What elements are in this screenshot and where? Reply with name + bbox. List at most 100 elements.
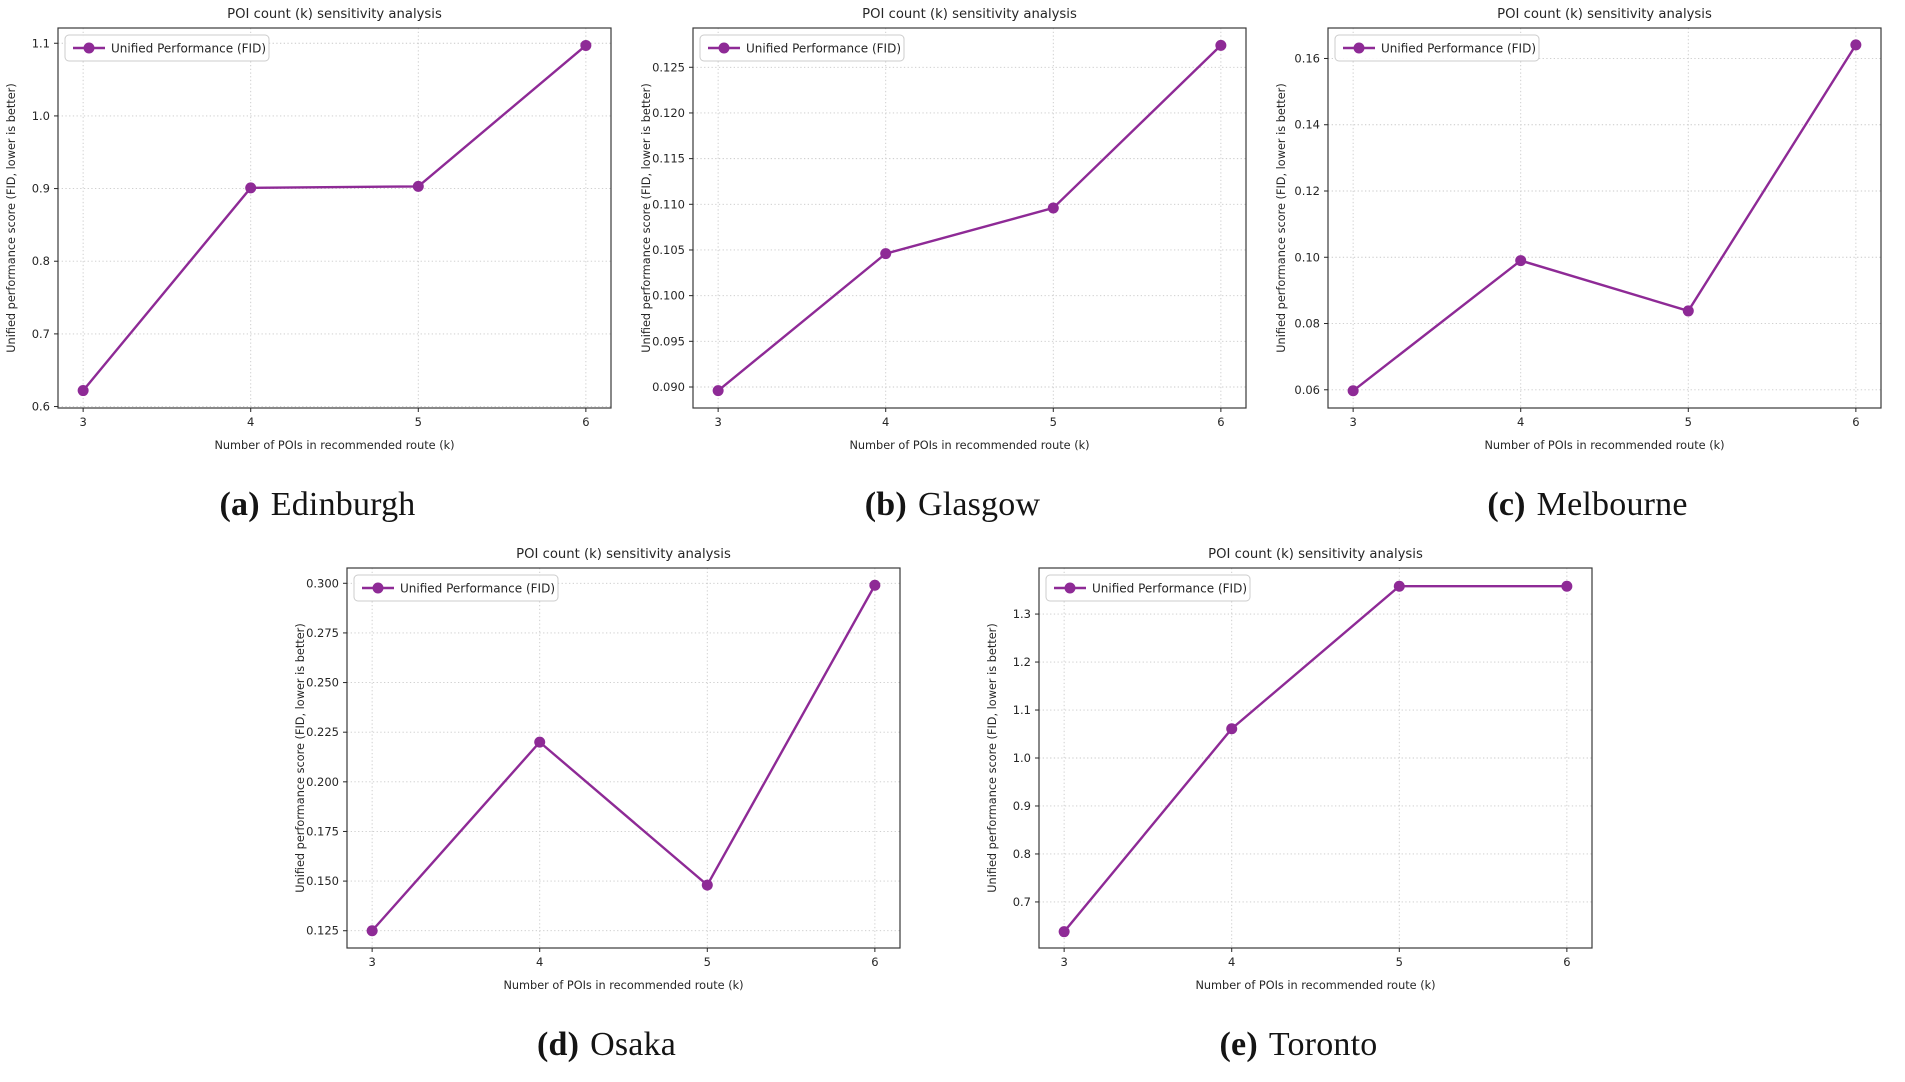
svg-text:5: 5 bbox=[1050, 415, 1057, 429]
svg-text:0.7: 0.7 bbox=[32, 327, 50, 341]
svg-text:Number of POIs in recommended: Number of POIs in recommended route (k) bbox=[1484, 439, 1724, 452]
svg-text:Number of POIs in recommended: Number of POIs in recommended route (k) bbox=[503, 979, 743, 992]
panel-a-edinburgh: 3 4 5 6 0.6 0.7 0.8 0.9 1.0 1.1 Unified Performanc… bbox=[0, 0, 635, 540]
figure-caption: (a) Edinburgh bbox=[220, 470, 416, 540]
svg-text:Unified performance score (FID: Unified performance score (FID, lower is… bbox=[1275, 83, 1288, 352]
svg-text:6: 6 bbox=[1852, 415, 1859, 429]
svg-text:0.110: 0.110 bbox=[652, 197, 685, 211]
panel-d-osaka: 3 4 5 6 0.125 0.150 0.175 0.200 0.225 0.250 0.275 0… bbox=[289, 540, 924, 1080]
chart-row-bottom: 3 4 5 6 0.125 0.150 0.175 0.200 0.225 0.250 0.275 0… bbox=[0, 540, 1905, 1080]
svg-text:0.8: 0.8 bbox=[32, 254, 50, 268]
svg-text:0.100: 0.100 bbox=[652, 289, 685, 303]
line-chart-osaka: 3 4 5 6 0.125 0.150 0.175 0.200 0.225 0.250 0.275 0… bbox=[289, 540, 924, 1010]
caption-label: (b) bbox=[864, 486, 907, 523]
svg-text:Unified Performance (FID): Unified Performance (FID) bbox=[400, 582, 555, 596]
svg-text:0.125: 0.125 bbox=[306, 924, 339, 938]
svg-text:6: 6 bbox=[1217, 415, 1224, 429]
figure-caption: (c) Melbourne bbox=[1487, 470, 1687, 540]
svg-text:5: 5 bbox=[704, 955, 711, 969]
svg-text:Unified Performance (FID): Unified Performance (FID) bbox=[746, 42, 901, 56]
svg-text:1.2: 1.2 bbox=[1013, 655, 1031, 669]
panel-c-melbourne: 3 4 5 6 0.06 0.08 0.10 0.12 0.14 0.16 Unified Perf… bbox=[1270, 0, 1905, 540]
svg-text:0.225: 0.225 bbox=[306, 725, 339, 739]
svg-text:POI count (k) sensitivity anal: POI count (k) sensitivity analysis bbox=[1208, 547, 1423, 562]
svg-text:6: 6 bbox=[582, 415, 589, 429]
svg-text:6: 6 bbox=[871, 955, 878, 969]
svg-text:0.6: 0.6 bbox=[32, 400, 50, 414]
svg-text:4: 4 bbox=[536, 955, 543, 969]
svg-text:0.090: 0.090 bbox=[652, 380, 685, 394]
svg-text:Unified Performance (FID): Unified Performance (FID) bbox=[1092, 582, 1247, 596]
svg-text:0.12: 0.12 bbox=[1294, 184, 1320, 198]
caption-label: (d) bbox=[536, 1026, 580, 1063]
svg-text:5: 5 bbox=[1396, 955, 1403, 969]
svg-text:0.7: 0.7 bbox=[1013, 895, 1031, 909]
caption-city: Melbourne bbox=[1536, 486, 1688, 523]
figure-caption: (d) Osaka bbox=[537, 1010, 676, 1080]
svg-text:0.9: 0.9 bbox=[32, 182, 50, 196]
line-chart-glasgow: 3 4 5 6 0.090 0.095 0.100 0.105 0.110 0.115 0.120 0… bbox=[635, 0, 1270, 470]
svg-text:3: 3 bbox=[1349, 415, 1356, 429]
svg-text:0.120: 0.120 bbox=[652, 106, 685, 120]
svg-text:Unified performance score (FID: Unified performance score (FID, lower is… bbox=[5, 83, 18, 352]
svg-text:Unified performance score (FID: Unified performance score (FID, lower is… bbox=[640, 83, 653, 352]
svg-text:0.275: 0.275 bbox=[306, 626, 339, 640]
svg-text:0.200: 0.200 bbox=[306, 775, 339, 789]
svg-text:4: 4 bbox=[1228, 955, 1235, 969]
svg-text:1.1: 1.1 bbox=[32, 36, 50, 50]
panel-e-toronto: 3 4 5 6 0.7 0.8 0.9 1.0 1.1 1.2 1.3 Unified Perform… bbox=[981, 540, 1616, 1080]
svg-text:Number of POIs in recommended: Number of POIs in recommended route (k) bbox=[1195, 979, 1435, 992]
svg-text:3: 3 bbox=[368, 955, 375, 969]
line-chart-melbourne: 3 4 5 6 0.06 0.08 0.10 0.12 0.14 0.16 Unified Perf… bbox=[1270, 0, 1905, 470]
caption-label: (c) bbox=[1487, 486, 1526, 523]
svg-text:Unified performance score (FID: Unified performance score (FID, lower is… bbox=[986, 623, 999, 892]
svg-text:1.1: 1.1 bbox=[1013, 703, 1031, 717]
svg-text:6: 6 bbox=[1563, 955, 1570, 969]
figure-caption: (e) Toronto bbox=[1220, 1010, 1378, 1080]
svg-text:0.06: 0.06 bbox=[1294, 383, 1320, 397]
svg-text:4: 4 bbox=[247, 415, 254, 429]
caption-city: Toronto bbox=[1268, 1026, 1378, 1063]
svg-text:0.9: 0.9 bbox=[1013, 799, 1031, 813]
svg-text:1.0: 1.0 bbox=[32, 109, 50, 123]
svg-text:0.125: 0.125 bbox=[652, 60, 685, 74]
svg-text:Unified performance score (FID: Unified performance score (FID, lower is… bbox=[294, 623, 307, 892]
svg-text:Number of POIs in recommended: Number of POIs in recommended route (k) bbox=[849, 439, 1089, 452]
caption-label: (e) bbox=[1219, 1026, 1258, 1063]
svg-text:0.14: 0.14 bbox=[1294, 118, 1320, 132]
line-chart-edinburgh: 3 4 5 6 0.6 0.7 0.8 0.9 1.0 1.1 Unified Performanc… bbox=[0, 0, 635, 470]
svg-text:0.10: 0.10 bbox=[1294, 250, 1320, 264]
panel-b-glasgow: 3 4 5 6 0.090 0.095 0.100 0.105 0.110 0.115 0.120 0… bbox=[635, 0, 1270, 540]
caption-label: (a) bbox=[219, 486, 260, 523]
svg-text:0.08: 0.08 bbox=[1294, 317, 1320, 331]
svg-text:0.300: 0.300 bbox=[306, 576, 339, 590]
caption-city: Edinburgh bbox=[270, 486, 416, 523]
svg-text:0.8: 0.8 bbox=[1013, 847, 1031, 861]
caption-city: Osaka bbox=[590, 1026, 677, 1063]
svg-text:3: 3 bbox=[79, 415, 86, 429]
svg-text:0.095: 0.095 bbox=[652, 334, 685, 348]
svg-text:POI count (k) sensitivity anal: POI count (k) sensitivity analysis bbox=[862, 7, 1077, 22]
svg-text:5: 5 bbox=[1685, 415, 1692, 429]
svg-text:4: 4 bbox=[1517, 415, 1524, 429]
svg-text:Number of POIs in recommended: Number of POIs in recommended route (k) bbox=[214, 439, 454, 452]
chart-row-top: 3 4 5 6 0.6 0.7 0.8 0.9 1.0 1.1 Unified Performanc… bbox=[0, 0, 1905, 540]
svg-text:0.16: 0.16 bbox=[1294, 51, 1320, 65]
svg-text:0.175: 0.175 bbox=[306, 824, 339, 838]
svg-text:0.105: 0.105 bbox=[652, 243, 685, 257]
figure-caption: (b) Glasgow bbox=[865, 470, 1040, 540]
svg-text:Unified Performance (FID): Unified Performance (FID) bbox=[111, 42, 266, 56]
svg-text:0.250: 0.250 bbox=[306, 676, 339, 690]
svg-text:3: 3 bbox=[1060, 955, 1067, 969]
svg-text:1.3: 1.3 bbox=[1013, 607, 1031, 621]
svg-text:POI count (k) sensitivity anal: POI count (k) sensitivity analysis bbox=[516, 547, 731, 562]
svg-text:4: 4 bbox=[882, 415, 889, 429]
svg-text:3: 3 bbox=[714, 415, 721, 429]
line-chart-toronto: 3 4 5 6 0.7 0.8 0.9 1.0 1.1 1.2 1.3 Unified Perform… bbox=[981, 540, 1616, 1010]
svg-text:1.0: 1.0 bbox=[1013, 751, 1031, 765]
svg-text:0.115: 0.115 bbox=[652, 152, 685, 166]
svg-text:Unified Performance (FID): Unified Performance (FID) bbox=[1381, 42, 1536, 56]
svg-text:POI count (k) sensitivity anal: POI count (k) sensitivity analysis bbox=[1497, 7, 1712, 22]
svg-text:5: 5 bbox=[415, 415, 422, 429]
